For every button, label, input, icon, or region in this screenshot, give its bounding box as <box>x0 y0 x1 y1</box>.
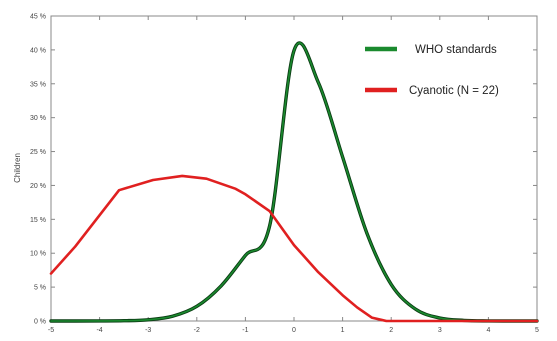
legend: WHO standards Cyanotic (N = 22) <box>365 44 499 97</box>
x-tick-label: 2 <box>389 327 393 334</box>
y-tick-label: 15 % <box>30 217 46 224</box>
y-tick-label: 30 % <box>30 115 46 122</box>
x-tick-label: 3 <box>438 327 442 334</box>
y-axis-label: Children <box>13 153 22 183</box>
y-tick-label: 35 % <box>30 81 46 88</box>
y-tick-label: 40 % <box>30 47 46 54</box>
x-tick-label: 1 <box>341 327 345 334</box>
x-tick-label: -2 <box>194 327 200 334</box>
y-tick-label: 20 % <box>30 183 46 190</box>
series-line-who <box>50 42 538 322</box>
x-tick-label: -1 <box>242 327 248 334</box>
x-tick-label: 0 <box>292 327 296 334</box>
y-axis: 0 % 5 % 10 % 15 % 20 % 25 % 30 % 35 % 40 % 45 % <box>30 14 537 326</box>
series-line-cyanotic <box>49 174 539 323</box>
x-axis: -5 -4 -3 -2 -1 0 1 2 3 4 5 <box>48 16 539 334</box>
x-tick-label: -3 <box>145 327 151 334</box>
legend-label: WHO standards <box>415 44 497 56</box>
y-tick-label: 25 % <box>30 149 46 156</box>
legend-label: Cyanotic (N = 22) <box>409 85 499 97</box>
x-tick-label: -4 <box>96 327 102 334</box>
y-tick-label: 45 % <box>30 14 46 21</box>
plot-area <box>50 15 538 322</box>
x-tick-label: 4 <box>486 327 490 334</box>
x-tick-label: 5 <box>535 327 539 334</box>
y-tick-label: 10 % <box>30 251 46 258</box>
y-tick-label: 5 % <box>34 285 46 292</box>
x-tick-label: -5 <box>48 327 54 334</box>
series-layer <box>49 41 539 323</box>
y-tick-label: 0 % <box>34 319 46 326</box>
